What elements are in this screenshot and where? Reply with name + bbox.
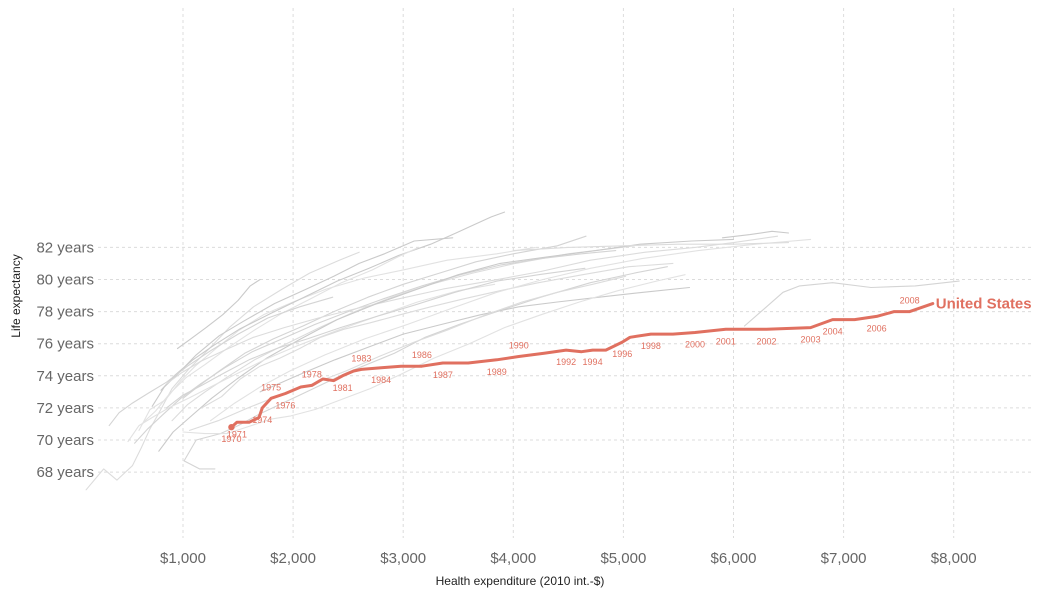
x-axis-label: Health expenditure (2010 int.-$) [436, 574, 605, 588]
y-tick-label: 76 years [36, 336, 94, 353]
y-tick-label: 82 years [36, 239, 94, 256]
year-label: 2004 [823, 327, 843, 337]
year-label: 2001 [716, 336, 736, 346]
country-line [134, 250, 617, 444]
x-tick-label: $5,000 [600, 550, 646, 567]
y-tick-label: 80 years [36, 272, 94, 289]
country-line [85, 251, 360, 491]
year-label: 1986 [412, 350, 432, 360]
year-label: 1984 [371, 375, 391, 385]
x-tick-label: $2,000 [270, 550, 316, 567]
year-label: 2006 [867, 323, 887, 333]
x-tick-label: $6,000 [711, 550, 757, 567]
year-label: 2008 [900, 296, 920, 306]
year-label: 1996 [612, 349, 632, 359]
year-label: 1983 [351, 353, 371, 363]
country-line [176, 278, 261, 350]
country-line [259, 286, 691, 393]
country-line [512, 242, 790, 252]
country-line [201, 262, 674, 409]
year-label: 1975 [261, 382, 281, 392]
country-line [182, 274, 686, 435]
y-tick-label: 68 years [36, 464, 94, 481]
country-line [158, 238, 735, 452]
year-label: 1998 [641, 341, 661, 351]
year-label: 1989 [487, 367, 507, 377]
year-label: 1970 [221, 434, 241, 444]
year-label: 2003 [801, 335, 821, 345]
y-tick-label: 70 years [36, 432, 94, 449]
country-line [165, 235, 779, 385]
country-line [127, 283, 496, 443]
x-axis: $1,000 $2,000 $3,000 $4,000 $5,000 $6,000 $7,0… [160, 550, 977, 567]
x-tick-label: $1,000 [160, 550, 206, 567]
y-tick-label: 78 years [36, 304, 94, 321]
country-line [743, 280, 960, 327]
y-axis: 68 years 70 years 72 years 74 years 76 years… [36, 239, 94, 481]
series-name-label: United States [936, 296, 1032, 313]
country-line [189, 275, 627, 431]
country-line [108, 296, 334, 427]
year-label: 1992 [556, 357, 576, 367]
united-states-line [229, 302, 935, 429]
x-tick-label: $4,000 [490, 550, 536, 567]
x-tick-label: $7,000 [821, 550, 867, 567]
country-line [209, 238, 812, 422]
year-label: 1978 [302, 369, 322, 379]
year-label: 1994 [583, 357, 603, 367]
y-tick-label: 74 years [36, 368, 94, 385]
y-tick-label: 72 years [36, 400, 94, 417]
country-line [721, 230, 790, 239]
series-start-dot [228, 423, 235, 431]
year-label: 1976 [275, 400, 295, 410]
year-label: 1974 [252, 415, 272, 425]
x-tick-label: $3,000 [380, 550, 426, 567]
year-label: 1981 [333, 383, 353, 393]
year-label: 1987 [433, 370, 453, 380]
year-label: 1990 [509, 341, 529, 351]
country-line [165, 267, 586, 409]
x-tick-label: $8,000 [931, 550, 977, 567]
y-axis-label: Life expectancy [9, 254, 23, 337]
year-label: 2002 [757, 336, 777, 346]
year-label: 2000 [685, 339, 705, 349]
other-countries-lines [85, 211, 960, 491]
country-line [142, 246, 420, 423]
grid [98, 8, 1031, 538]
country-line [160, 211, 506, 391]
year-label: 1971 [227, 429, 247, 439]
